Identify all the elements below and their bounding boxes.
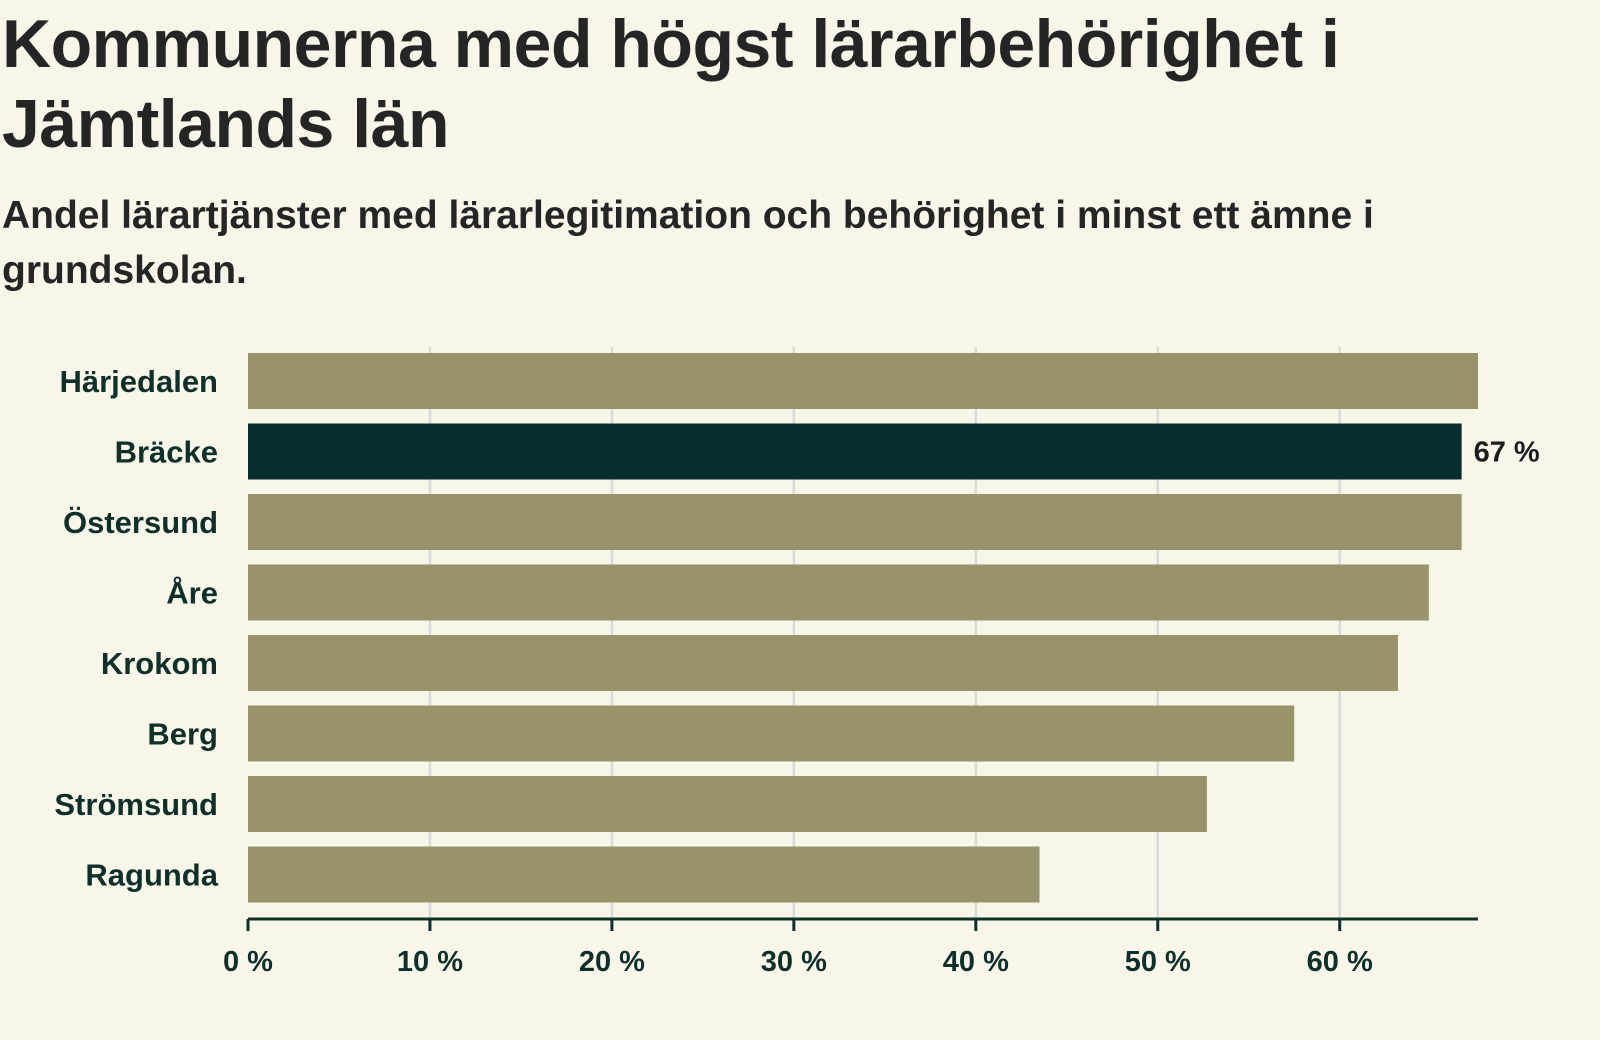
x-tick-label: 20 % [579, 946, 645, 978]
x-tick-label: 60 % [1307, 946, 1373, 978]
category-label: Strömsund [54, 787, 218, 822]
bar-4 [248, 635, 1398, 691]
category-label: Krokom [101, 646, 218, 681]
data-labels: 67 % [1474, 437, 1540, 469]
chart-title: Kommunerna med högst lärarbehörighet i J… [2, 6, 1340, 162]
bar-3 [248, 564, 1429, 621]
category-label: Berg [147, 717, 218, 752]
data-label-highlight: 67 % [1474, 437, 1540, 469]
category-label: Härjedalen [59, 364, 218, 399]
bar-7 [248, 846, 1040, 903]
bar-6 [248, 776, 1207, 832]
bar-2 [248, 494, 1462, 550]
chart-subtitle: Andel lärartjänster med lärarlegitimatio… [2, 194, 1374, 292]
bars [248, 353, 1478, 903]
x-tick-label: 50 % [1125, 946, 1191, 978]
category-label: Bräcke [115, 435, 218, 470]
x-tick-label: 0 % [223, 946, 273, 978]
bar-5 [248, 705, 1295, 762]
bar-1 [248, 423, 1462, 480]
x-tick-label: 30 % [761, 946, 827, 978]
x-tick-label: 40 % [943, 946, 1009, 978]
category-label: Östersund [63, 505, 218, 540]
x-axis: 0 % 10 % 20 % 30 % 40 % 50 % 60 % [223, 917, 1478, 978]
bar-0 [248, 353, 1478, 409]
category-label: Ragunda [85, 858, 218, 893]
x-tick-label: 10 % [397, 946, 463, 978]
category-labels: Härjedalen Bräcke Östersund Åre Krokom Berg St… [54, 364, 218, 893]
category-label: Åre [166, 576, 218, 611]
